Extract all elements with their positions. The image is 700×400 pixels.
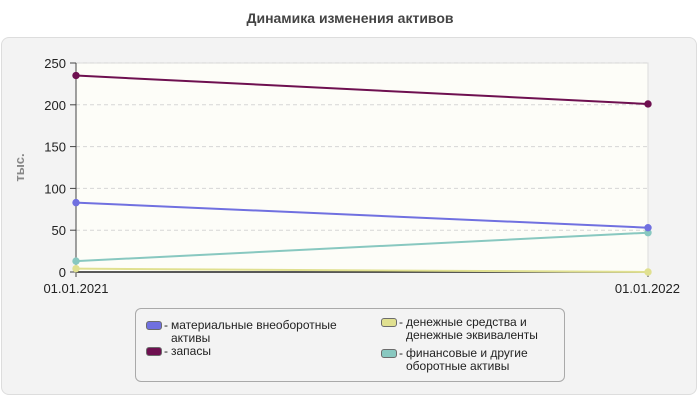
legend-item-cash[interactable]: - денежные средства и денежные эквивален… bbox=[381, 316, 551, 342]
legend-label-fixed-assets: материальные внеоборотные активы bbox=[171, 318, 337, 345]
data-point bbox=[72, 71, 80, 80]
legend-dash: - bbox=[399, 315, 403, 329]
plot-area bbox=[75, 62, 649, 273]
y-tick-label: 50 bbox=[52, 223, 66, 238]
data-point bbox=[72, 264, 80, 273]
y-tick-label: 100 bbox=[44, 181, 66, 196]
y-tick-label: 0 bbox=[59, 265, 66, 280]
legend-swatch-cash bbox=[381, 318, 397, 327]
legend-item-inventory[interactable]: - запасы bbox=[146, 345, 361, 358]
legend-swatch-inventory bbox=[146, 347, 162, 356]
data-point bbox=[72, 198, 80, 207]
y-tick-label: 200 bbox=[44, 98, 66, 113]
legend-item-fixed-assets[interactable]: - материальные внеоборотные активы bbox=[146, 319, 361, 345]
chart-title: Динамика изменения активов bbox=[246, 10, 454, 26]
series-line bbox=[75, 231, 649, 263]
data-point bbox=[644, 268, 652, 276]
legend-label-inventory: запасы bbox=[171, 344, 211, 358]
legend: - материальные внеоборотные активы - зап… bbox=[135, 308, 565, 382]
x-tick-label: 01.01.2021 bbox=[43, 281, 108, 296]
x-tick-label: 01.01.2022 bbox=[615, 281, 680, 296]
series-line bbox=[75, 201, 649, 229]
legend-dash: - bbox=[164, 344, 168, 358]
series-line bbox=[75, 74, 649, 105]
legend-item-financial-assets[interactable]: - финансовые и другие оборотные активы bbox=[381, 347, 551, 373]
legend-dash: - bbox=[399, 346, 403, 360]
legend-swatch-fixed-assets bbox=[146, 321, 162, 330]
data-point bbox=[72, 257, 80, 265]
y-tick-label: 250 bbox=[44, 56, 66, 71]
legend-dash: - bbox=[164, 318, 168, 332]
y-axis-title: тыс. bbox=[12, 153, 27, 181]
data-point bbox=[644, 100, 652, 108]
legend-label-financial-assets: финансовые и другие оборотные активы bbox=[406, 346, 528, 373]
series-line bbox=[75, 267, 649, 273]
data-point bbox=[644, 223, 652, 232]
legend-swatch-financial-assets bbox=[381, 349, 397, 358]
y-tick-label: 150 bbox=[44, 140, 66, 155]
legend-label-cash: денежные средства и денежные эквиваленты bbox=[406, 315, 538, 342]
